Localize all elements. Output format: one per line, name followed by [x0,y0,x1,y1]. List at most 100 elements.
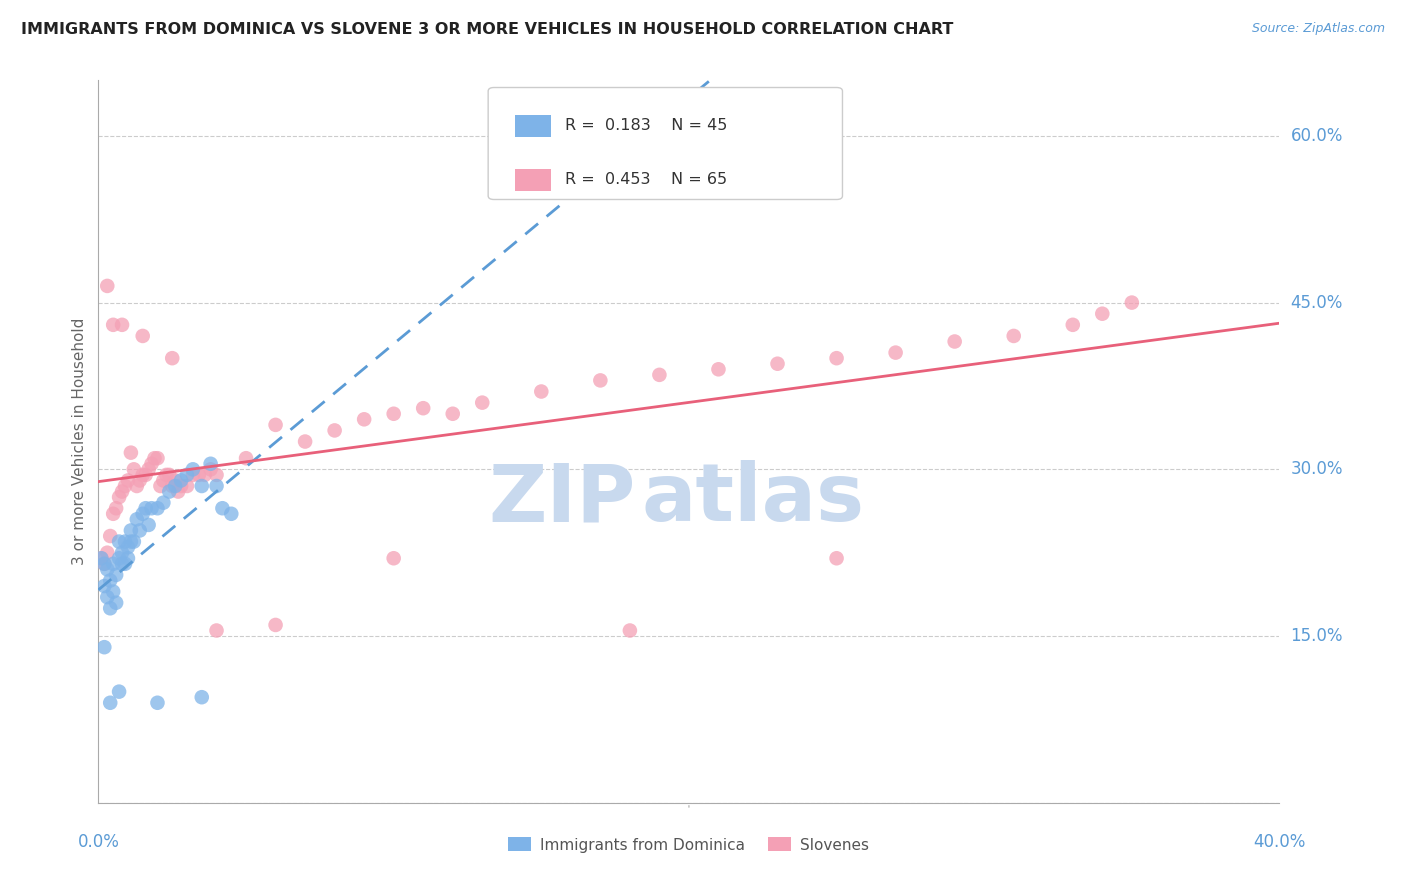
Point [221,507,243,521]
Point [111,318,134,332]
FancyBboxPatch shape [516,169,551,191]
Point [111,557,134,571]
Point [264,618,287,632]
Point [152,496,174,510]
Point [353,412,375,426]
Point [170,474,193,488]
Point [93,557,115,571]
Point [122,462,145,476]
Point [103,507,125,521]
Point [98,574,121,588]
Point [205,467,228,482]
Point [138,517,160,532]
Point [135,467,157,482]
Point [108,534,131,549]
Point [589,373,612,387]
Text: IMMIGRANTS FROM DOMINICA VS SLOVENE 3 OR MORE VEHICLES IN HOUSEHOLD CORRELATION : IMMIGRANTS FROM DOMINICA VS SLOVENE 3 OR… [21,22,953,37]
Point [103,318,125,332]
Point [103,557,125,571]
Point [114,534,136,549]
Point [96,562,118,576]
Point [105,501,128,516]
Text: 60.0%: 60.0% [1291,127,1343,145]
Point [135,501,157,516]
Point [167,484,190,499]
Point [766,357,789,371]
Point [191,479,214,493]
Point [165,479,187,493]
Point [1062,318,1084,332]
FancyBboxPatch shape [516,115,551,136]
Point [122,534,145,549]
Point [143,451,166,466]
Text: 0.0%: 0.0% [77,833,120,851]
Point [146,501,169,516]
Point [825,351,848,366]
Point [108,684,131,698]
Point [93,579,115,593]
Point [146,451,169,466]
Point [619,624,641,638]
Point [120,534,142,549]
Point [111,546,134,560]
Point [114,479,136,493]
Text: ZIP: ZIP [488,460,636,539]
Point [98,601,121,615]
Point [471,395,494,409]
Point [117,540,139,554]
Point [108,551,131,566]
Point [141,501,163,516]
Point [162,479,183,493]
Point [128,474,150,488]
Point [648,368,671,382]
Point [211,501,233,516]
Point [412,401,434,416]
Point [93,640,115,655]
Text: 40.0%: 40.0% [1253,833,1306,851]
Point [294,434,316,449]
Point [132,329,155,343]
Point [187,467,209,482]
Point [157,484,180,499]
Point [441,407,464,421]
Text: 45.0%: 45.0% [1291,293,1343,311]
Point [155,467,177,482]
Text: R =  0.453    N = 65: R = 0.453 N = 65 [565,172,727,187]
Text: atlas: atlas [641,460,865,539]
Point [235,451,257,466]
Point [530,384,553,399]
Point [162,351,183,366]
Text: 15.0%: 15.0% [1291,627,1343,645]
Point [141,457,163,471]
Point [176,479,198,493]
Text: Source: ZipAtlas.com: Source: ZipAtlas.com [1251,22,1385,36]
Point [205,479,228,493]
Point [103,584,125,599]
Y-axis label: 3 or more Vehicles in Household: 3 or more Vehicles in Household [72,318,87,566]
Point [96,279,118,293]
Point [146,696,169,710]
Point [1002,329,1025,343]
Point [114,557,136,571]
Point [323,424,346,438]
Point [128,524,150,538]
Point [205,624,228,638]
Point [157,467,180,482]
FancyBboxPatch shape [488,87,842,200]
Point [200,457,222,471]
Point [707,362,730,376]
Point [120,445,142,459]
Point [176,467,198,482]
Point [90,551,112,566]
Point [191,690,214,705]
Point [382,551,405,566]
Point [98,529,121,543]
Point [120,524,142,538]
Point [108,490,131,504]
Point [382,407,405,421]
Point [105,568,128,582]
Point [117,551,139,566]
Point [825,551,848,566]
Point [132,507,155,521]
Point [264,417,287,432]
